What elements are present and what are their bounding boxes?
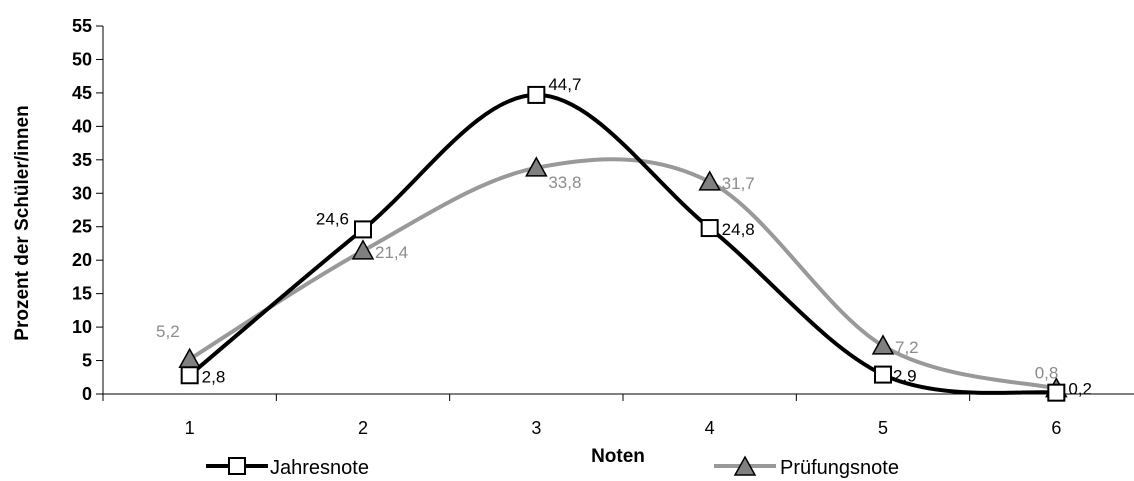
legend: Jahresnote Prüfungsnote	[206, 455, 899, 479]
y-tick-label: 40	[72, 116, 92, 136]
x-tick-label: 6	[1051, 418, 1061, 438]
x-tick-label: 2	[358, 418, 368, 438]
y-tick-label: 5	[82, 351, 92, 371]
data-label: 0,2	[1068, 380, 1092, 399]
data-label: 21,4	[375, 243, 408, 262]
y-tick-label: 0	[82, 384, 92, 404]
marker-square	[180, 366, 199, 385]
legend-marker-pruefungsnote	[733, 455, 757, 476]
y-tick-label: 20	[72, 250, 92, 270]
x-tick-label: 1	[185, 418, 195, 438]
data-label: 33,8	[548, 173, 581, 192]
y-tick-label: 45	[72, 83, 92, 103]
series-line-prüfungsnote	[188, 157, 1057, 391]
marker-triangle	[525, 156, 548, 177]
marker-square	[527, 85, 546, 104]
y-tick-label: 25	[72, 217, 92, 237]
marker-square	[1047, 383, 1066, 402]
y-axis-title: Prozent der Schüler/innen	[12, 105, 33, 340]
y-tick-label: 35	[72, 150, 92, 170]
data-label: 31,7	[722, 174, 755, 193]
x-tick-label: 3	[531, 418, 541, 438]
data-label: 0,8	[1035, 364, 1059, 383]
y-tick-label: 55	[72, 16, 92, 36]
x-axis-title: Noten	[591, 446, 645, 467]
data-label: 24,8	[722, 220, 755, 239]
data-labels: 2,8 24,6 44,7 24,8 2,9 0,2 5,2 21,4 33,8 31,7 7,2 0…	[156, 75, 1092, 399]
marker-triangle	[871, 334, 895, 355]
legend-label-jahresnote: Jahresnote	[270, 457, 369, 479]
y-tick-label: 15	[72, 284, 92, 304]
marker-square	[354, 220, 372, 239]
legend-label-pruefungsnote: Prüfungsnote	[780, 457, 899, 479]
marker-triangle	[698, 170, 721, 191]
data-label: 5,2	[156, 322, 180, 341]
markers	[178, 85, 1068, 402]
legend-marker-jahresnote	[228, 457, 246, 475]
data-label: 7,2	[895, 338, 919, 357]
x-tick-label: 4	[705, 418, 715, 438]
marker-triangle	[178, 347, 201, 368]
x-tick-label: 5	[878, 418, 888, 438]
marker-triangle	[351, 239, 375, 260]
y-tick-label: 10	[72, 317, 92, 337]
y-tick-label: 30	[72, 183, 92, 203]
data-label: 2,9	[893, 367, 917, 386]
data-label: 44,7	[548, 75, 581, 94]
series-line-jahresnote	[188, 92, 1057, 395]
y-tick-label: 50	[72, 49, 92, 69]
series-lines	[188, 92, 1057, 395]
marker-square	[874, 365, 892, 384]
marker-square	[700, 219, 719, 238]
data-label: 2,8	[202, 367, 226, 386]
data-label: 24,6	[316, 209, 349, 228]
